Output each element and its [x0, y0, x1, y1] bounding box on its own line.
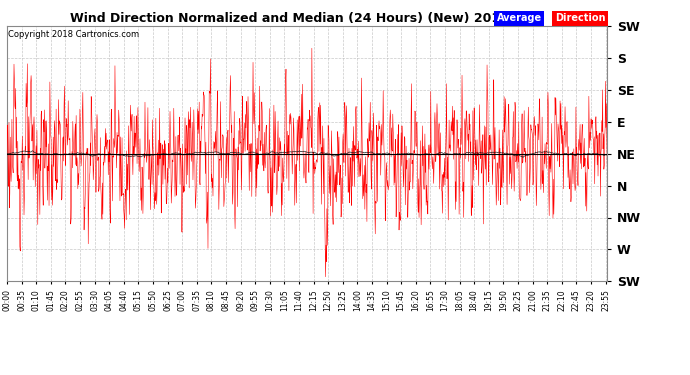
Title: Wind Direction Normalized and Median (24 Hours) (New) 20181007: Wind Direction Normalized and Median (24…	[70, 12, 544, 25]
Text: Average: Average	[497, 13, 542, 23]
Text: Direction: Direction	[555, 13, 605, 23]
Text: Copyright 2018 Cartronics.com: Copyright 2018 Cartronics.com	[8, 30, 139, 39]
